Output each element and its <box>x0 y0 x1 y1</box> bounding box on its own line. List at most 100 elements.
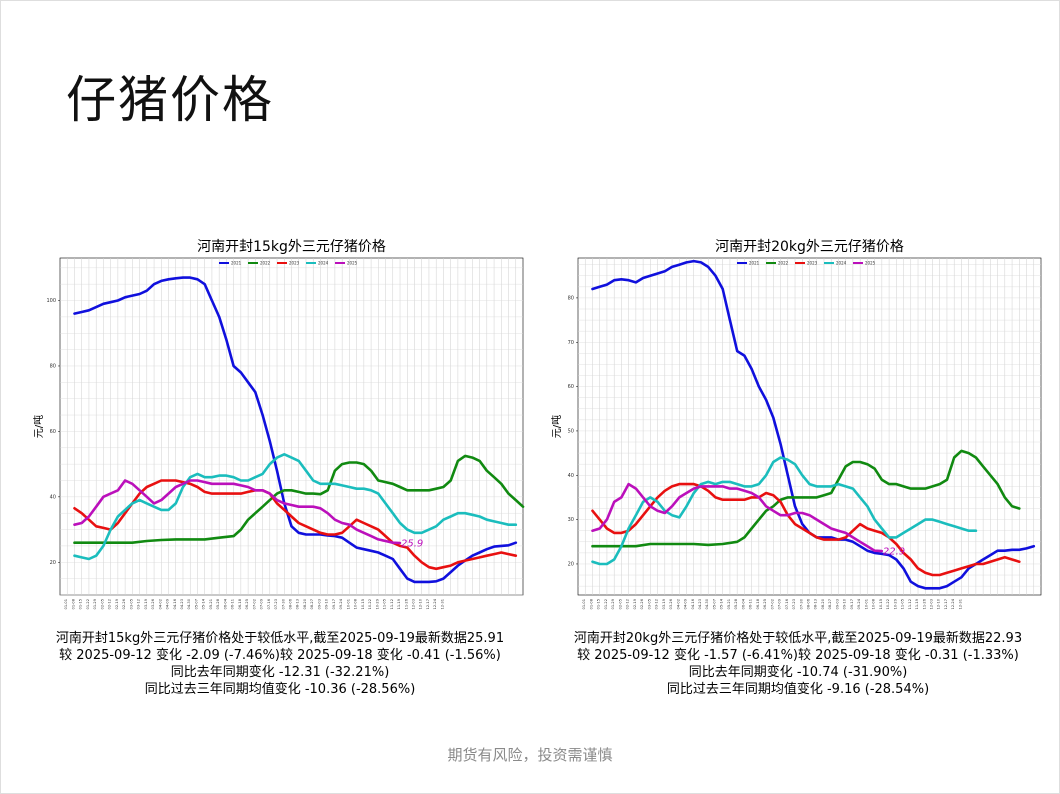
legend-label-2022: 2022 <box>260 261 271 266</box>
x-tick-label: 01-08 <box>71 598 75 609</box>
x-tick-label: 02-26 <box>122 598 126 609</box>
x-tick-label: 01-01 <box>64 599 68 609</box>
chart-title: 河南开封15kg外三元仔猪价格 <box>197 239 386 255</box>
summary-caption-15kg: 河南开封15kg外三元仔猪价格处于较低水平,截至2025-09-19最新数据25… <box>30 630 530 698</box>
legend-label-2024: 2024 <box>318 261 329 266</box>
x-tick-label: 11-19 <box>397 598 401 609</box>
x-tick-label: 08-13 <box>296 599 300 609</box>
legend-label-2021: 2021 <box>749 261 760 266</box>
x-tick-label: 10-01 <box>864 599 868 609</box>
x-tick-label: 08-20 <box>303 598 307 609</box>
legend-label-2025: 2025 <box>347 261 358 266</box>
x-tick-label: 06-04 <box>223 598 227 609</box>
x-tick-label: 12-10 <box>937 598 941 609</box>
x-tick-label: 10-15 <box>361 599 365 609</box>
x-tick-label: 10-22 <box>368 599 372 609</box>
x-tick-label: 07-30 <box>799 598 803 609</box>
x-tick-label: 02-19 <box>633 598 637 609</box>
x-tick-label: 05-21 <box>727 599 731 609</box>
y-tick-label: 20 <box>568 562 574 568</box>
y-tick-label: 60 <box>568 384 574 390</box>
x-tick-label: 04-16 <box>691 598 695 609</box>
x-tick-label: 04-23 <box>180 599 184 609</box>
x-tick-label: 02-26 <box>640 598 644 609</box>
y-tick-label: 50 <box>568 429 574 435</box>
x-tick-label: 10-01 <box>346 599 350 609</box>
y-tick-label: 20 <box>50 560 56 566</box>
x-tick-label: 06-18 <box>238 598 242 609</box>
x-tick-label: 11-05 <box>901 599 905 609</box>
x-tick-label: 06-25 <box>763 599 767 609</box>
y-tick-label: 70 <box>568 340 574 346</box>
x-tick-label: 07-23 <box>274 599 278 609</box>
x-tick-label: 01-29 <box>93 598 97 609</box>
legend-label-2023: 2023 <box>289 261 300 266</box>
x-tick-label: 09-24 <box>857 598 861 609</box>
x-tick-label: 03-05 <box>647 599 651 609</box>
x-tick-label: 11-12 <box>390 599 394 609</box>
x-tick-label: 02-19 <box>115 598 119 609</box>
x-tick-label: 08-27 <box>310 599 314 609</box>
x-tick-label: 09-10 <box>325 598 329 609</box>
x-tick-label: 11-05 <box>383 599 387 609</box>
x-tick-label: 03-19 <box>144 598 148 609</box>
x-tick-label: 10-08 <box>872 598 876 609</box>
x-tick-label: 11-12 <box>908 599 912 609</box>
summary-caption-20kg: 河南开封20kg外三元仔猪价格处于较低水平,截至2025-09-19最新数据22… <box>548 630 1048 698</box>
summary-line: 较 2025-09-12 变化 -2.09 (-7.46%)较 2025-09-… <box>59 648 501 663</box>
series-line-2022 <box>73 454 525 544</box>
y-tick-label: 40 <box>50 494 56 500</box>
x-tick-label: 12-03 <box>929 599 933 609</box>
x-tick-label: 05-07 <box>712 599 716 609</box>
x-tick-label: 07-02 <box>252 599 256 609</box>
x-tick-label: 06-04 <box>741 598 745 609</box>
legend-label-2022: 2022 <box>778 261 789 266</box>
x-tick-label: 09-24 <box>339 598 343 609</box>
x-tick-label: 01-01 <box>582 599 586 609</box>
chart-title: 河南开封20kg外三元仔猪价格 <box>715 239 904 255</box>
x-tick-label: 03-26 <box>151 598 155 609</box>
summary-line: 河南开封20kg外三元仔猪价格处于较低水平,截至2025-09-19最新数据22… <box>573 631 1023 646</box>
x-tick-label: 01-22 <box>604 599 608 609</box>
series-line-2025 <box>591 482 884 553</box>
x-tick-label: 01-29 <box>611 598 615 609</box>
x-tick-label: 07-23 <box>792 599 796 609</box>
series-line-2024 <box>591 456 978 566</box>
x-tick-label: 07-02 <box>770 599 774 609</box>
x-tick-label: 07-16 <box>267 598 271 609</box>
x-tick-label: 12-31 <box>958 599 962 609</box>
y-tick-label: 80 <box>568 296 574 302</box>
x-tick-label: 04-09 <box>684 598 688 609</box>
y-tick-label: 40 <box>568 473 574 479</box>
x-tick-label: 11-26 <box>922 598 926 609</box>
y-axis-label: 元/吨 <box>32 415 45 438</box>
summary-line: 同比过去三年同期均值变化 -10.36 (-28.56%) <box>144 682 416 697</box>
x-tick-label: 09-17 <box>332 599 336 609</box>
x-tick-label: 04-16 <box>173 598 177 609</box>
x-tick-label: 02-12 <box>626 599 630 609</box>
x-tick-label: 05-14 <box>202 598 206 609</box>
y-axis-label: 元/吨 <box>550 415 563 438</box>
x-tick-label: 01-15 <box>79 599 83 609</box>
series-end-value-label: 25.9 <box>401 538 423 549</box>
series-line-2021 <box>73 276 518 584</box>
x-tick-label: 10-22 <box>886 599 890 609</box>
x-tick-label: 12-10 <box>419 598 423 609</box>
x-tick-label: 08-06 <box>289 598 293 609</box>
x-tick-label: 04-30 <box>187 598 191 609</box>
page-title: 仔猪价格 <box>66 71 274 129</box>
x-tick-label: 01-15 <box>597 599 601 609</box>
x-tick-label: 10-29 <box>893 598 897 609</box>
x-tick-label: 09-17 <box>850 599 854 609</box>
summary-line: 同比去年同期变化 -10.74 (-31.90%) <box>688 665 908 680</box>
x-tick-label: 06-18 <box>756 598 760 609</box>
y-tick-label: 30 <box>568 517 574 523</box>
x-tick-label: 05-07 <box>194 599 198 609</box>
x-tick-label: 07-16 <box>785 598 789 609</box>
x-tick-label: 06-25 <box>245 599 249 609</box>
x-tick-label: 10-08 <box>354 598 358 609</box>
x-tick-label: 10-29 <box>375 598 379 609</box>
x-tick-label: 12-17 <box>944 599 948 609</box>
x-tick-label: 08-27 <box>828 599 832 609</box>
